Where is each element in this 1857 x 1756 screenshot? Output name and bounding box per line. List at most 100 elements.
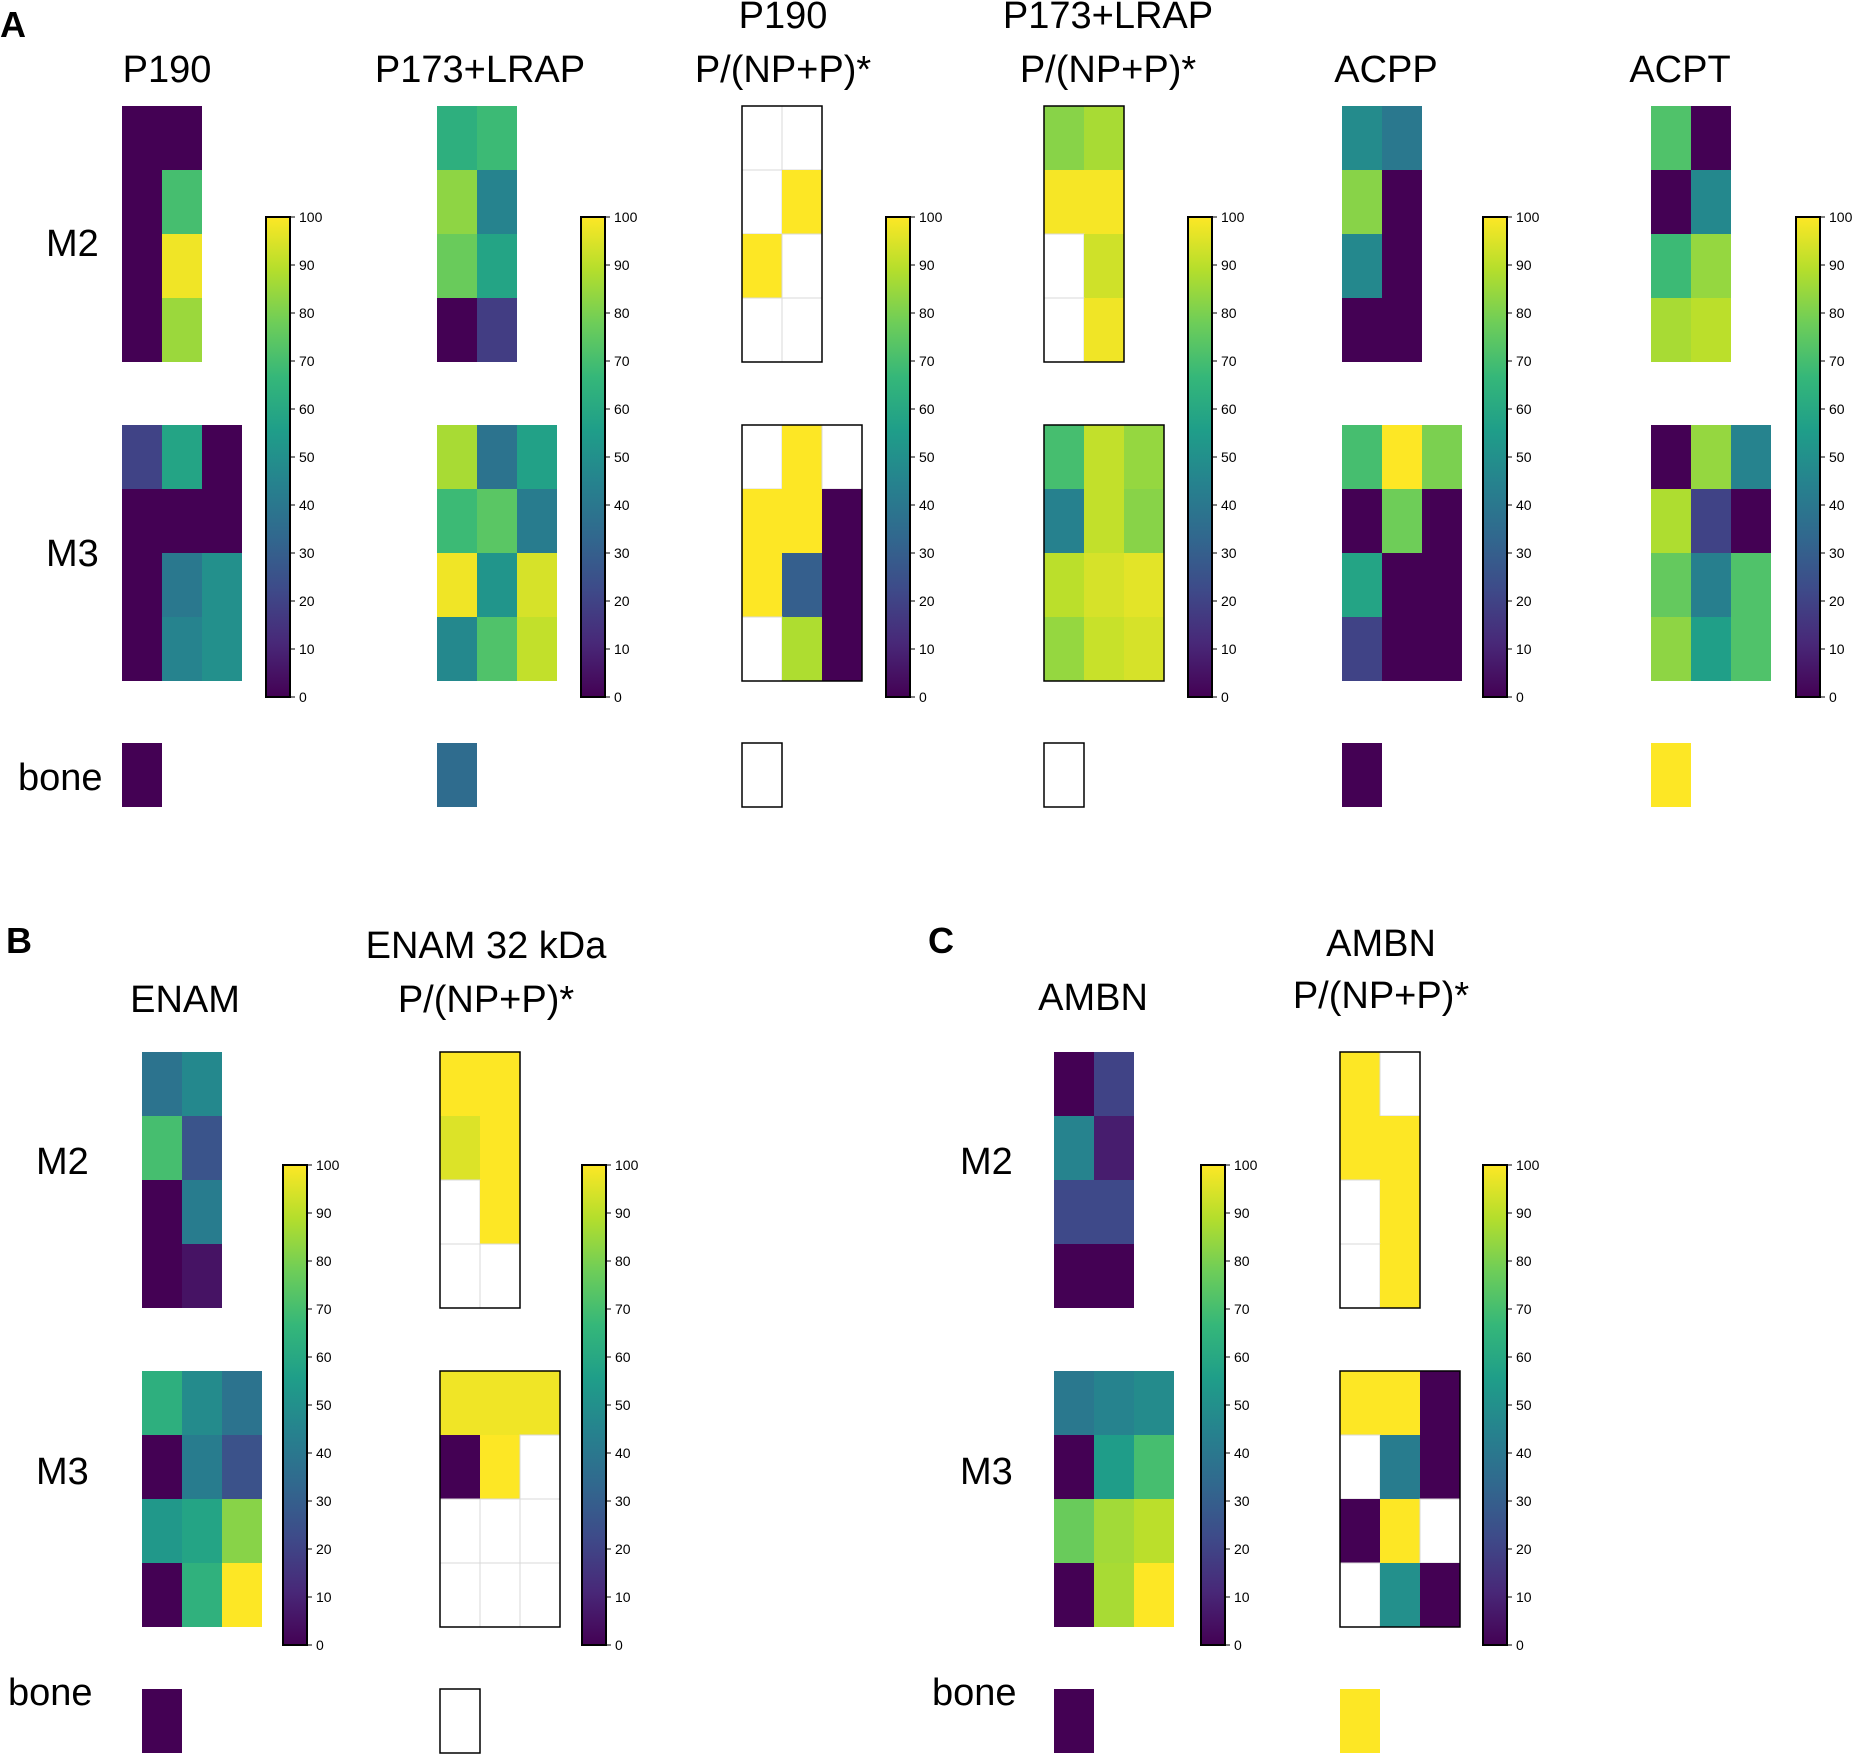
heatmap-7-m2-cell-r0-c1: [480, 1052, 520, 1116]
heatmap-7-title-line-0: ENAM 32 kDa: [366, 925, 608, 967]
heatmap-9-m3-cell-r3-c0: [1339, 1562, 1381, 1628]
colorbar-1-tick-label-80: 80: [614, 305, 630, 321]
heatmap-1-m2-cell-r1-c0: [437, 170, 477, 234]
heatmap-3-m3-cell-r3-c1: [1084, 617, 1124, 681]
colorbar-0-tick-label-80: 80: [299, 305, 315, 321]
heatmap-1-m3-cell-r0-c2: [517, 425, 557, 489]
colorbar-0-tick-label-100: 100: [299, 209, 323, 225]
heatmap-1-m3-cell-r2-c2: [517, 553, 557, 617]
colorbar-9-tick-label-80: 80: [1516, 1253, 1532, 1269]
heatmap-5-bone-cell: [1651, 743, 1691, 807]
heatmap-7-m2-frame: [439, 1051, 521, 1309]
colorbar-7-tick-label-100: 100: [615, 1157, 639, 1173]
colorbar-5-tick-label-60: 60: [1829, 401, 1845, 417]
row-label-bone-panel-a: bone: [18, 757, 103, 799]
row-label-m3-panel-b: M3: [36, 1451, 89, 1493]
heatmap-5-m2-cell-r0-c0: [1651, 106, 1691, 170]
colorbar-7-tick-label-10: 10: [615, 1589, 631, 1605]
heatmap-5-m3-cell-r0-c2: [1731, 425, 1771, 489]
colorbar-6-tick-label-60: 60: [316, 1349, 332, 1365]
colorbar-0-tick-label-10: 10: [299, 641, 315, 657]
heatmap-5-m3-cell-r0-c0: [1651, 425, 1691, 489]
colorbar-2-tick-label-90: 90: [919, 257, 935, 273]
heatmap-3-m2-cell-r1-c1: [1084, 170, 1124, 234]
row-label-m3-panel-a: M3: [46, 533, 99, 575]
heatmap-3-m3-cell-r2-c1: [1084, 553, 1124, 617]
colorbar-5-tick-label-20: 20: [1829, 593, 1845, 609]
colorbar-6-tick-label-10: 10: [316, 1589, 332, 1605]
heatmap-5-title-line-0: ACPT: [1629, 49, 1730, 91]
heatmap-0-m3-cell-r1-c0: [122, 489, 162, 553]
colorbar-0-tick-label-60: 60: [299, 401, 315, 417]
colorbar-5-tick-label-30: 30: [1829, 545, 1845, 561]
heatmap-1-m3-cell-r0-c0: [437, 425, 477, 489]
heatmap-7-m3-cell-r0-c2: [520, 1371, 560, 1435]
colorbar-5: [1795, 216, 1821, 698]
heatmap-6-m3-cell-r0-c0: [142, 1371, 182, 1435]
heatmap-3-m3-cell-r1-c0: [1044, 489, 1084, 553]
colorbar-9-tick-label-0: 0: [1516, 1637, 1524, 1653]
heatmap-4-m3-cell-r3-c2: [1422, 617, 1462, 681]
heatmap-7-m3-frame: [439, 1370, 561, 1628]
heatmap-7-m2-cell-r0-c0: [440, 1052, 480, 1116]
colorbar-9-tick-label-30: 30: [1516, 1493, 1532, 1509]
heatmap-8-m2-cell-r2-c0: [1054, 1180, 1094, 1244]
heatmap-1-m2-cell-r2-c0: [437, 234, 477, 298]
heatmap-0-m2-cell-r1-c0: [122, 170, 162, 234]
heatmap-9-m3-cell-r1-c0: [1339, 1434, 1381, 1500]
heatmap-2-m2-cell-r2-c0: [742, 234, 782, 298]
heatmap-7-m3-cell-r1-c2: [519, 1434, 561, 1500]
colorbar-0-tick-label-70: 70: [299, 353, 315, 369]
heatmap-2-title-line-1: P/(NP+P)*: [695, 49, 872, 91]
row-label-m2-panel-b: M2: [36, 1141, 89, 1183]
colorbar-8-tick-label-60: 60: [1234, 1349, 1250, 1365]
heatmap-9-m3-cell-r1-c2: [1420, 1435, 1460, 1499]
heatmap-5-m3-cell-r3-c1: [1691, 617, 1731, 681]
colorbar-1-tick-label-40: 40: [614, 497, 630, 513]
heatmap-4-m3-cell-r1-c1: [1382, 489, 1422, 553]
heatmap-2-m2-cell-r1-c1: [782, 170, 822, 234]
heatmap-1-m3-cell-r3-c0: [437, 617, 477, 681]
heatmap-1-m2-cell-r0-c1: [477, 106, 517, 170]
heatmap-7-m2-cell-r1-c1: [480, 1116, 520, 1180]
heatmap-8-m2-cell-r2-c1: [1094, 1180, 1134, 1244]
heatmap-9-m3-cell-r0-c1: [1380, 1371, 1420, 1435]
colorbar-8-tick-label-0: 0: [1234, 1637, 1242, 1653]
colorbar-6-tick-label-30: 30: [316, 1493, 332, 1509]
colorbar-5-tick-label-50: 50: [1829, 449, 1845, 465]
heatmap-9-m3-cell-r3-c1: [1380, 1563, 1420, 1627]
heatmap-5-m3-cell-r1-c2: [1731, 489, 1771, 553]
heatmap-7-m2-cell-r3-c0: [439, 1243, 481, 1309]
heatmap-1-title-line-0: P173+LRAP: [375, 49, 585, 91]
heatmap-2-m2-cell-r3-c0: [741, 297, 783, 363]
colorbar-2-tick-label-100: 100: [919, 209, 943, 225]
heatmap-3-m3-cell-r2-c0: [1044, 553, 1084, 617]
heatmap-7-m3-cell-r2-c0: [439, 1498, 481, 1564]
colorbar-2-tick-label-20: 20: [919, 593, 935, 609]
heatmap-6-m3-cell-r2-c0: [142, 1499, 182, 1563]
heatmap-8-m3-cell-r1-c2: [1134, 1435, 1174, 1499]
heatmap-0-m3-cell-r0-c0: [122, 425, 162, 489]
heatmap-5-m2-cell-r3-c0: [1651, 298, 1691, 362]
row-label-m2-panel-a: M2: [46, 223, 99, 265]
heatmap-7-m3-cell-r0-c1: [480, 1371, 520, 1435]
colorbar-3-tick-label-30: 30: [1221, 545, 1237, 561]
heatmap-0-bone-cell: [122, 743, 162, 807]
heatmap-0-m2-cell-r0-c0: [122, 106, 162, 170]
colorbar-8-tick-label-90: 90: [1234, 1205, 1250, 1221]
colorbar-4-tick-label-40: 40: [1516, 497, 1532, 513]
heatmap-2-m3-cell-r1-c2: [822, 489, 862, 553]
colorbar-2: [885, 216, 911, 698]
heatmap-8-m2-cell-r1-c0: [1054, 1116, 1094, 1180]
colorbar-2-tick-label-50: 50: [919, 449, 935, 465]
heatmap-1-m3-cell-r0-c1: [477, 425, 517, 489]
heatmap-9-m3-cell-r0-c2: [1420, 1371, 1460, 1435]
heatmap-5-m2-cell-r1-c1: [1691, 170, 1731, 234]
colorbar-7-tick-label-60: 60: [615, 1349, 631, 1365]
colorbar-3-tick-label-50: 50: [1221, 449, 1237, 465]
heatmap-9-title-line-1: P/(NP+P)*: [1293, 975, 1470, 1017]
heatmap-6-m2-cell-r2-c1: [182, 1180, 222, 1244]
heatmap-2-m3-cell-r3-c1: [782, 617, 822, 681]
colorbar-2-tick-label-0: 0: [919, 689, 927, 705]
